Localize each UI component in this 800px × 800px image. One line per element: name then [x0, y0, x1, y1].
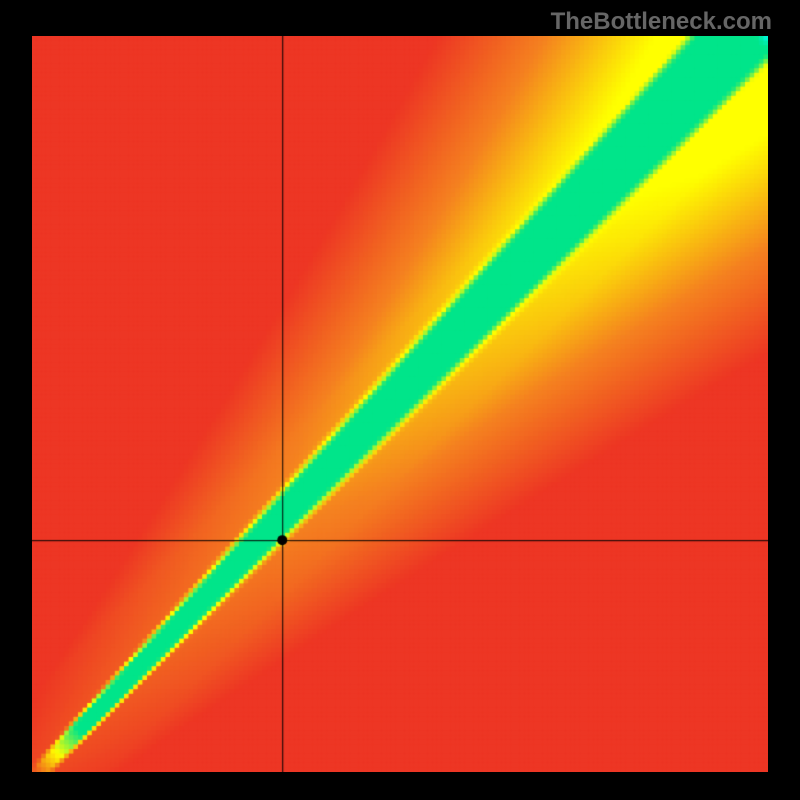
bottleneck-heatmap: [32, 36, 768, 772]
watermark-text: TheBottleneck.com: [551, 8, 772, 36]
